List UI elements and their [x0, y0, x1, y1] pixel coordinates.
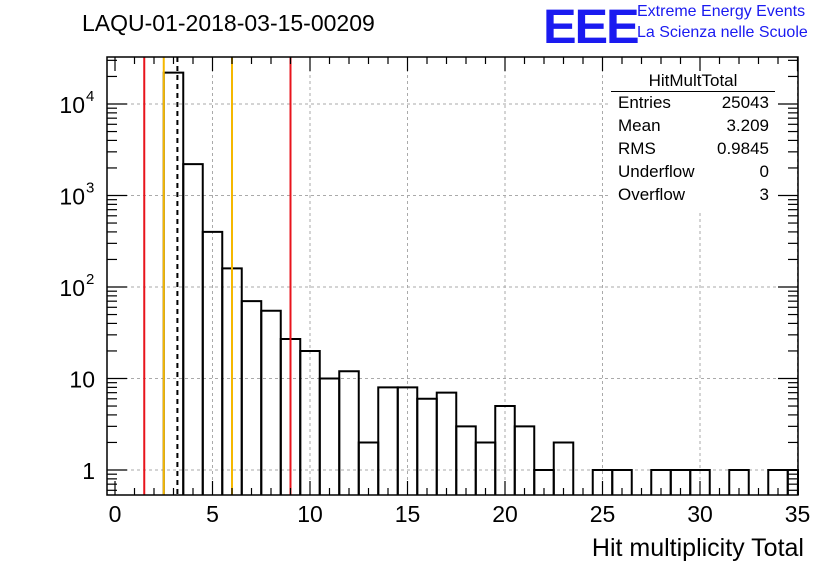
plot-frame — [106, 56, 799, 496]
histogram-bin — [689, 469, 711, 495]
stats-title: HitMultTotal — [648, 71, 738, 90]
y-tick-label-exponent: 4 — [86, 88, 94, 105]
histogram-bin — [611, 469, 633, 495]
y-tick-label: 10 — [59, 275, 85, 301]
stats-key: Mean — [618, 116, 661, 135]
stats-row-mean: Mean 3.209 — [618, 116, 769, 139]
eee-logo: EEE — [543, 1, 640, 54]
logo-line-1: Extreme Energy Events — [637, 3, 806, 20]
y-tick-label: 10 — [69, 367, 95, 393]
histogram-bin — [260, 309, 282, 495]
stats-row-entries: Entries 25043 — [618, 93, 769, 116]
stats-title-underline — [611, 91, 775, 92]
histogram-bin — [338, 370, 360, 495]
histogram-bin — [728, 469, 750, 495]
stats-key: RMS — [618, 139, 656, 158]
histogram-bin — [416, 397, 438, 495]
x-tick-label: 25 — [590, 501, 616, 527]
axis-ticks — [107, 57, 799, 495]
y-tick-label: 1 — [82, 458, 95, 484]
y-tick-label: 10 — [59, 92, 85, 118]
x-tick-label: 5 — [206, 501, 219, 527]
histogram-bin — [552, 441, 575, 495]
stats-key: Underflow — [618, 162, 695, 181]
x-tick-label: 15 — [395, 501, 421, 527]
logo-line-2: La Scienza nelle Scuole — [637, 24, 808, 41]
histogram-bin — [357, 441, 380, 495]
marker-lines — [143, 57, 292, 495]
stats-key: Overflow — [618, 185, 686, 204]
histogram-bin — [240, 300, 263, 495]
stats-row-underflow: Underflow 0 — [618, 162, 769, 185]
stats-value: 25043 — [721, 93, 769, 112]
y-tick-label-exponent: 3 — [86, 180, 94, 197]
stats-value: 3.209 — [726, 116, 769, 135]
histogram-bin — [162, 71, 185, 495]
stats-key: Entries — [618, 93, 671, 112]
stats-row-overflow: Overflow 3 — [618, 185, 769, 208]
histogram-bin — [182, 163, 204, 495]
x-tick-label: 35 — [785, 501, 811, 527]
stats-box: HitMultTotal Entries 25043 Mean 3.209 RM… — [609, 71, 777, 211]
histogram-bin — [435, 391, 458, 495]
stats-value: 0.9845 — [717, 139, 769, 158]
histogram-bin — [513, 425, 536, 495]
x-tick-label: 20 — [492, 501, 518, 527]
y-tick-label: 10 — [59, 184, 85, 210]
x-tick-label: 30 — [687, 501, 713, 527]
stats-value: 0 — [759, 162, 769, 181]
y-tick-label-exponent: 2 — [86, 271, 94, 288]
histogram-bin — [377, 386, 399, 495]
page-title: LAQU-01-2018-03-15-00209 — [82, 10, 375, 36]
x-tick-label: 10 — [297, 501, 323, 527]
histogram-bin — [318, 377, 341, 495]
stats-row-rms: RMS 0.9845 — [618, 139, 769, 162]
stats-value: 3 — [759, 185, 769, 204]
histogram-bin — [455, 425, 477, 495]
x-tick-label: 0 — [109, 501, 122, 527]
histogram-bin — [474, 441, 497, 495]
x-axis-label: Hit multiplicity Total — [591, 534, 804, 562]
